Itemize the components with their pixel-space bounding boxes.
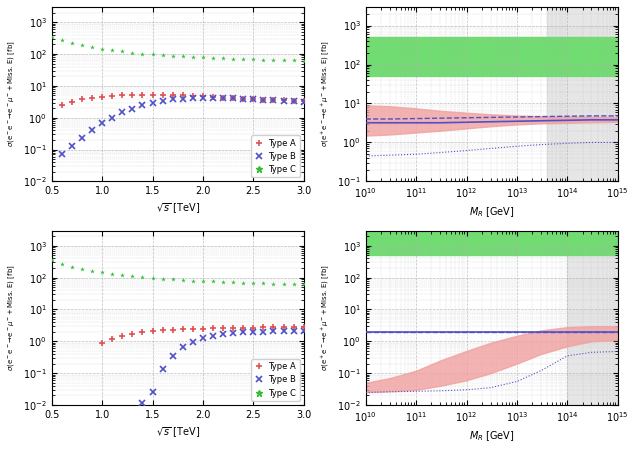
Legend: Type A, Type B, Type C: Type A, Type B, Type C (251, 359, 300, 401)
X-axis label: $\sqrt{s}$ [TeV]: $\sqrt{s}$ [TeV] (156, 425, 200, 440)
X-axis label: $M_R$ [GeV]: $M_R$ [GeV] (469, 206, 515, 220)
Y-axis label: $\sigma$(e$^+$e$^-$$\!\to\!$e$^+\mu^-\!+$Miss. E) [fb]: $\sigma$(e$^+$e$^-$$\!\to\!$e$^+\mu^-\!+… (320, 41, 331, 148)
Legend: Type A, Type B, Type C: Type A, Type B, Type C (251, 135, 300, 177)
X-axis label: $\sqrt{s}$ [TeV]: $\sqrt{s}$ [TeV] (156, 202, 200, 216)
Bar (567, 230, 618, 405)
Bar (548, 7, 618, 181)
Y-axis label: $\sigma$(e$^+$e$^-$$\!\to\!$e$^+\mu^-\!+$Miss. E) [fb]: $\sigma$(e$^+$e$^-$$\!\to\!$e$^+\mu^-\!+… (320, 265, 331, 371)
Y-axis label: $\sigma$(e$^-$e$^-$$\!\to\!$e$^-\mu^-\!+$Miss. E) [fb]: $\sigma$(e$^-$e$^-$$\!\to\!$e$^-\mu^-\!+… (7, 265, 17, 371)
Y-axis label: $\sigma$(e$^-$e$^-$$\!\to\!$e$^-\mu^-\!+$Miss. E) [fb]: $\sigma$(e$^-$e$^-$$\!\to\!$e$^-\mu^-\!+… (7, 41, 17, 148)
X-axis label: $M_R$ [GeV]: $M_R$ [GeV] (469, 429, 515, 443)
